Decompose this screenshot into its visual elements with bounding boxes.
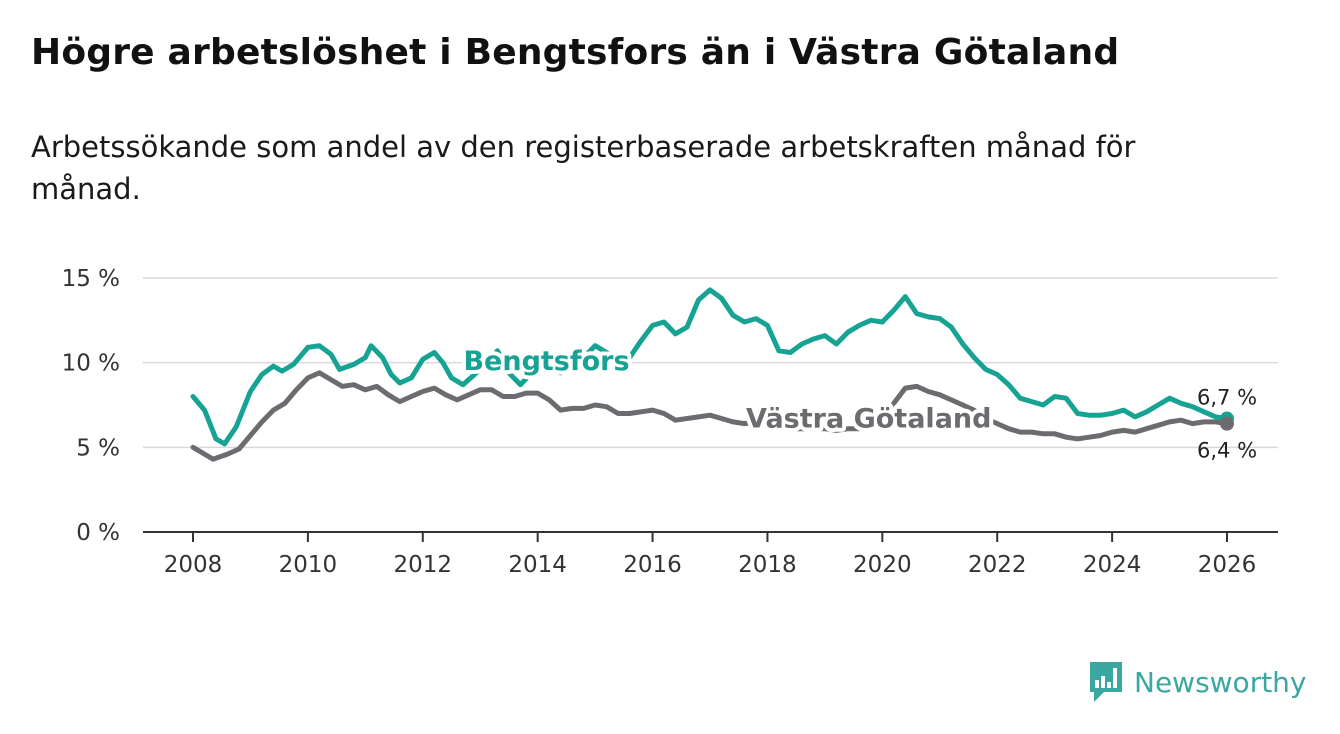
brand-name: Newsworthy: [1134, 665, 1307, 699]
series-line-västra-götaland: [190, 370, 1230, 462]
y-tick-label: 10 %: [62, 351, 120, 377]
x-tick-label: 2008: [164, 552, 223, 578]
x-tick-label: 2018: [738, 552, 797, 578]
y-axis-labels: 0 % 5 % 10 % 15 %: [62, 266, 120, 546]
line-chart: 0 %5 %10 %15 % 2008 2010 2012 2014 2016 2018 2…: [62, 266, 1278, 578]
series-lines: [190, 287, 1234, 462]
x-axis: 2008 2010 2012 2014 2016 2018 2020 2022 2024 2026: [143, 531, 1278, 578]
chart-title: Högre arbetslöshet i Bengtsfors än i Väs…: [31, 32, 1120, 73]
end-value-label: 6,7 %: [1197, 386, 1257, 410]
chart-subtitle: Arbetssökande som andel av den registerb…: [31, 130, 1136, 206]
x-tick-label: 2022: [968, 552, 1027, 578]
series-labels: 6,7 % 6,4 % Bengtsfors Västra Götaland: [459, 342, 1257, 463]
x-tick-label: 2012: [394, 552, 453, 578]
series-name-label: Västra Götaland: [746, 404, 991, 435]
y-tick-label: 15 %: [62, 266, 120, 292]
x-tick-label: 2016: [623, 552, 682, 578]
x-tick-label: 2026: [1198, 552, 1257, 578]
newsworthy-logo: Newsworthy: [1088, 660, 1307, 704]
gridlines: [143, 277, 1278, 449]
end-value-label: 6,4 %: [1197, 439, 1257, 463]
y-tick-label: 0 %: [76, 520, 120, 546]
end-point-marker: [1220, 416, 1234, 431]
x-tick-label: 2014: [508, 552, 567, 578]
x-tick-label: 2020: [853, 552, 912, 578]
y-tick-label: 5 %: [76, 435, 120, 461]
series-name-label: Bengtsfors: [463, 346, 629, 377]
x-tick-label: 2024: [1083, 552, 1142, 578]
bar-chart-speech-icon: [1090, 662, 1122, 702]
x-tick-label: 2010: [279, 552, 338, 578]
series-line-bengtsfors: [190, 287, 1230, 447]
